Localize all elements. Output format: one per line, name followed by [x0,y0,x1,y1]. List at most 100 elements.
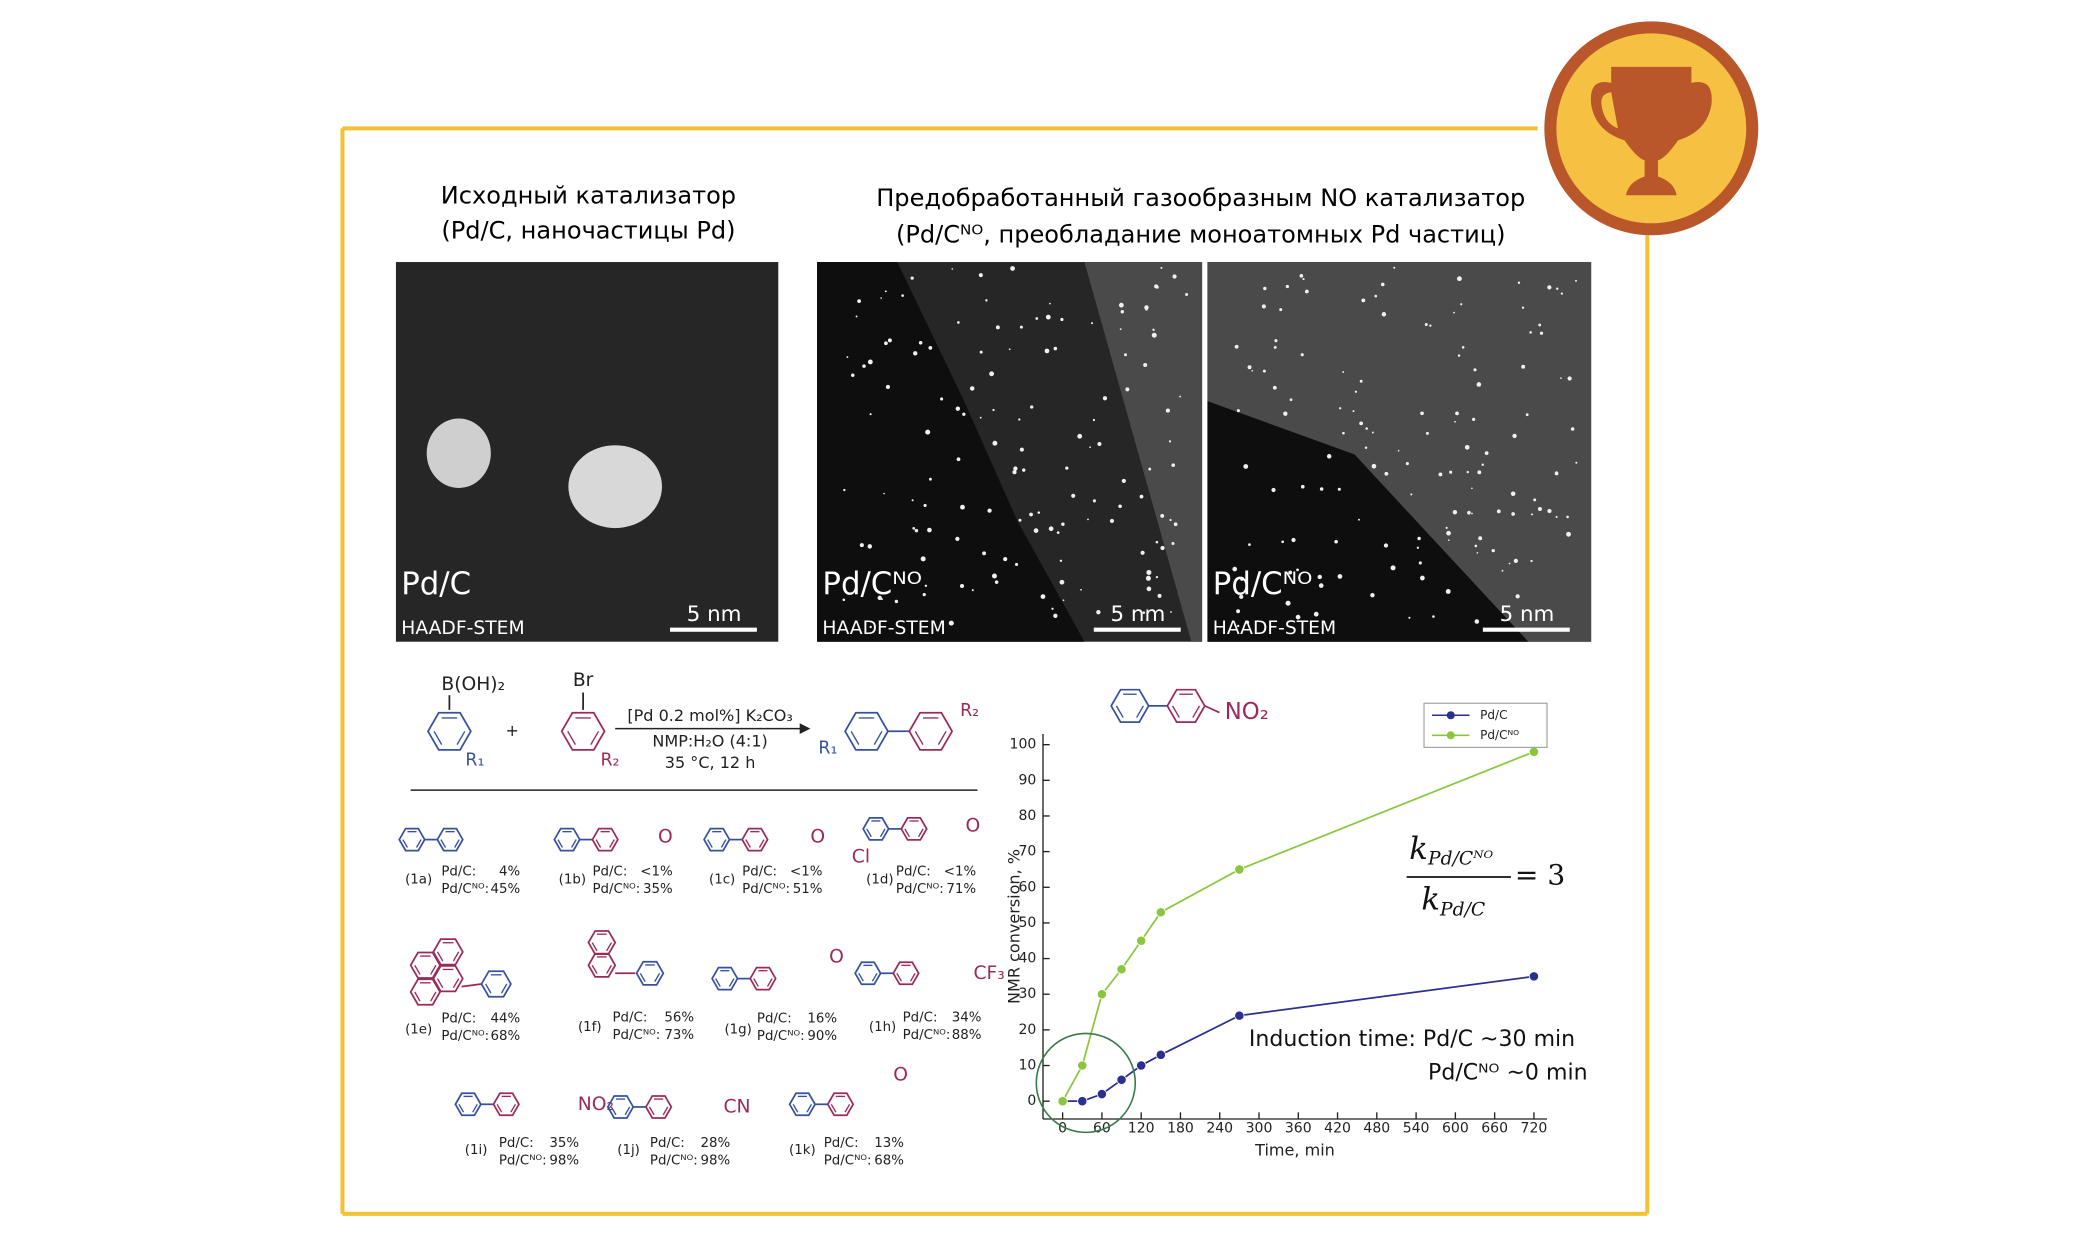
single-atom [1237,624,1240,628]
single-atom [1296,568,1299,572]
y-tick-label: 70 [1018,844,1036,860]
compound-id: (1h) [869,1020,896,1035]
compound-id: (1g) [724,1022,751,1037]
single-atom [1416,546,1419,549]
single-atom [1342,431,1345,435]
single-atom [1236,409,1240,413]
single-atom [929,477,932,481]
single-atom [1170,611,1172,613]
single-atom [1374,294,1378,298]
double-bond [433,730,443,745]
single-atom [1037,511,1041,514]
yield-value: 45% [491,882,521,897]
single-atom [1291,537,1296,543]
double-bond [654,972,661,982]
yield-value: 88% [952,1028,982,1043]
single-atom [969,386,975,391]
data-point [1057,1096,1068,1107]
double-bond [510,1103,516,1113]
single-atom [1013,466,1018,471]
single-atom [1071,493,1076,498]
single-atom [1040,594,1046,599]
x-tick-label: 360 [1285,1120,1312,1136]
single-atom [992,440,998,446]
single-atom [1015,562,1019,566]
single-atom [992,408,995,412]
single-atom [1304,289,1309,294]
single-atom [1279,308,1283,312]
single-atom [1118,302,1124,308]
single-atom [1049,302,1051,305]
double-bond [500,983,508,994]
ring [553,827,581,852]
single-atom [1473,368,1477,372]
x-tick-label: 660 [1481,1120,1508,1136]
single-atom [1445,526,1448,529]
x-tick-label: 540 [1403,1120,1430,1136]
yield-label: Pd/C: [757,1012,792,1027]
single-atom [1245,620,1250,624]
single-atom [1474,619,1480,624]
data-point [1234,864,1245,875]
y-tick-label: 20 [1018,1022,1036,1038]
yield-value: 73% [664,1028,694,1043]
double-bond [609,839,615,848]
single-atom [1302,278,1305,281]
micrograph-label: Pd/Cᴺᴼ [1213,566,1313,602]
x-tick-label: 180 [1167,1120,1194,1136]
single-atom [1087,518,1089,521]
yield-label: Pd/Cᴺᴼ: [896,882,944,897]
ring [900,817,928,841]
substituent-label: O [965,816,980,837]
single-atom [1060,317,1064,322]
single-atom [1365,427,1368,430]
y-tick-label: 100 [1010,737,1037,753]
yield-value: 28% [700,1136,730,1151]
data-point [1077,1096,1088,1107]
single-atom [1453,311,1455,314]
data-point [1116,964,1127,975]
double-bond [591,964,598,974]
formula: Pd/Cᴺᴼ [1427,849,1493,870]
single-atom [1464,445,1470,450]
single-atom [1053,346,1058,351]
compound-id: (1e) [405,1022,432,1037]
data-point [1528,746,1540,757]
compound-id: (1f) [578,1020,602,1035]
double-bond [844,1103,851,1113]
double-bond [557,839,564,848]
data-point [1234,1010,1245,1021]
single-atom [1089,446,1091,449]
single-atom [1119,328,1122,331]
single-atom [1575,461,1578,464]
single-atom [1300,484,1305,489]
double-bond [595,839,602,848]
x-tick-label: 420 [1324,1120,1351,1136]
single-atom [1160,513,1165,518]
single-atom [1018,518,1022,522]
single-atom [918,341,923,345]
yield-label: Pd/C: [896,865,931,880]
single-atom [1010,266,1015,271]
single-atom [1539,331,1544,335]
single-atom [1142,611,1146,614]
single-atom [1521,306,1525,309]
single-atom [1358,518,1360,521]
single-atom [1171,541,1175,546]
yield-value: 90% [807,1029,837,1044]
single-atom [859,543,864,548]
imaging-mode: HAADF-STEM [822,618,945,639]
ring [427,711,472,751]
double-bond [707,839,713,848]
support-region [1207,262,1592,642]
yield-label: Pd/C: [441,1012,476,1027]
substituent-label: R₁ [465,751,484,771]
substituent-label: O [658,826,673,847]
nanoparticle [568,445,662,529]
single-atom [994,580,999,584]
single-atom [846,356,849,358]
yield-label: Pd/C: [650,1136,685,1151]
single-atom [1408,616,1411,619]
single-atom [877,595,882,601]
